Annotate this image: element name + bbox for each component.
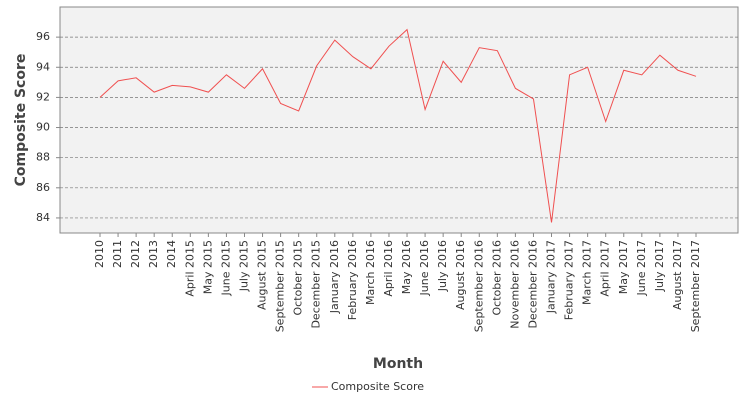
x-tick-label: February 2017 xyxy=(563,240,576,320)
x-axis-label: Month xyxy=(373,356,423,372)
x-tick-label: December 2015 xyxy=(310,240,323,329)
x-tick-label: June 2015 xyxy=(219,240,232,296)
x-tick-label: October 2015 xyxy=(292,240,305,316)
x-tick-label: February 2016 xyxy=(346,240,359,320)
y-tick-label: 90 xyxy=(36,121,50,134)
x-tick-label: January 2017 xyxy=(545,240,558,314)
x-tick-label: August 2017 xyxy=(671,240,684,310)
x-tick-label: April 2017 xyxy=(599,240,612,297)
x-tick-label: December 2016 xyxy=(526,240,539,329)
x-tick-label: January 2016 xyxy=(328,240,341,314)
legend-label: Composite Score xyxy=(331,380,424,393)
x-tick-label: September 2015 xyxy=(274,240,287,332)
x-tick-label: November 2016 xyxy=(508,240,521,329)
x-tick-label: October 2016 xyxy=(490,240,503,316)
y-axis-label: Composite Score xyxy=(13,54,29,187)
y-tick-label: 84 xyxy=(36,211,50,224)
x-tick-label: May 2016 xyxy=(400,240,413,294)
x-tick-label: 2011 xyxy=(111,240,124,268)
x-tick-label: March 2016 xyxy=(364,240,377,305)
x-tick-label: 2014 xyxy=(165,240,178,268)
x-tick-label: May 2015 xyxy=(201,240,214,294)
x-tick-label: July 2016 xyxy=(436,240,449,292)
x-tick-label: April 2016 xyxy=(382,240,395,297)
x-tick-label: June 2017 xyxy=(635,240,648,296)
x-tick-label: July 2017 xyxy=(653,240,666,292)
x-tick-label: September 2016 xyxy=(472,240,485,332)
x-tick-label: 2013 xyxy=(147,240,160,268)
x-tick-label: September 2017 xyxy=(689,240,702,332)
x-tick-label: August 2015 xyxy=(256,240,269,310)
y-tick-label: 94 xyxy=(36,60,50,73)
plot-area xyxy=(59,6,739,234)
x-tick-label: 2010 xyxy=(93,240,106,268)
x-tick-label: July 2015 xyxy=(237,240,250,292)
x-tick-label: August 2016 xyxy=(454,240,467,310)
y-tick-label: 88 xyxy=(36,151,50,164)
x-tick-label: June 2016 xyxy=(418,240,431,296)
x-tick-label: May 2017 xyxy=(617,240,630,294)
data-line xyxy=(99,28,697,223)
y-tick-label: 86 xyxy=(36,181,50,194)
x-tick-label: 2012 xyxy=(129,240,142,268)
y-tick-label: 96 xyxy=(36,30,50,43)
x-tick-label: April 2015 xyxy=(183,240,196,297)
x-tick-label: March 2017 xyxy=(581,240,594,305)
y-tick-label: 92 xyxy=(36,90,50,103)
